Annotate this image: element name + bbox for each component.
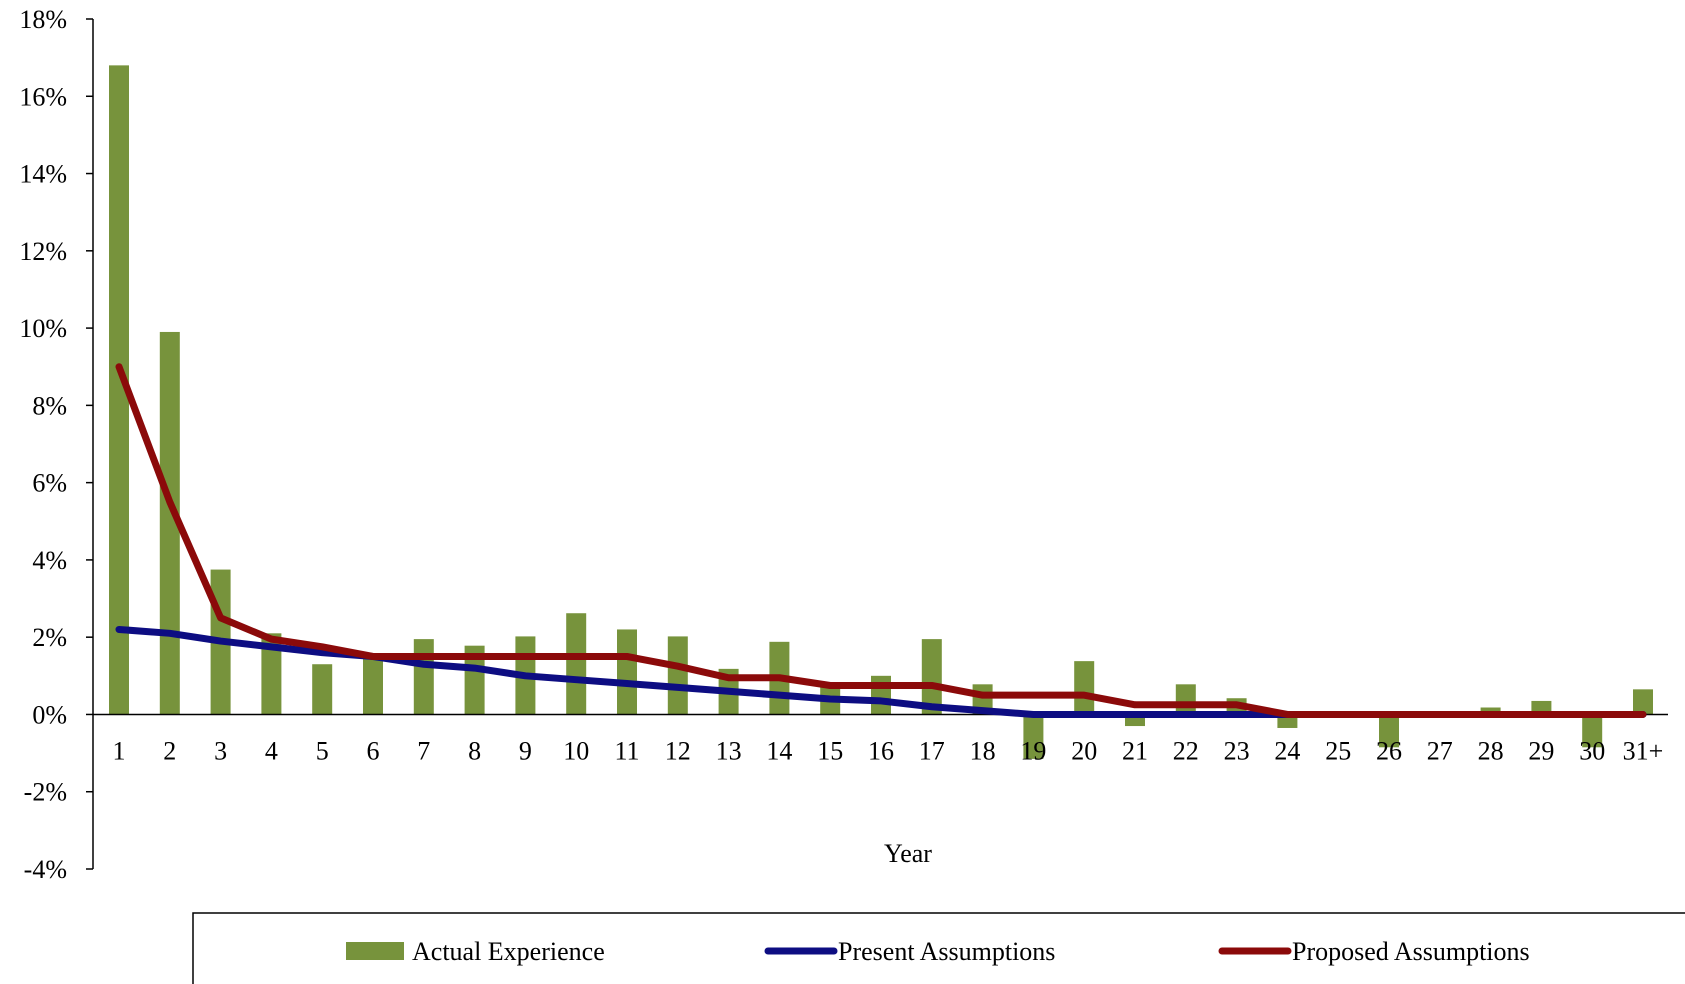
y-tick-label: 12% [19,237,67,266]
bar-actual-5 [312,664,333,715]
bar-actual-7 [413,639,434,715]
x-tick-label: 3 [214,736,227,765]
x-tick-label: 22 [1173,736,1199,765]
x-tick-label: 30 [1579,736,1605,765]
x-tick-label: 23 [1224,736,1250,765]
line-proposed-assumptions [115,363,1647,718]
bar-actual-16 [871,675,891,715]
legend-label: Present Assumptions [838,937,1055,966]
x-tick-label: 24 [1274,736,1300,765]
x-tick-label: 5 [316,736,329,765]
x-tick-label: 8 [468,736,481,765]
bar-actual-1 [109,65,129,715]
x-tick-label: 15 [817,736,843,765]
x-tick-label: 31+ [1623,736,1664,765]
y-tick-label: 14% [19,160,67,189]
y-tick-label: 16% [19,82,67,111]
x-tick-labels-group: 1 2 3 4 5 6 7 8 9 10 11 12 13 14 15 16 17 18 19 20 21 22 23 24 2… [113,736,1664,765]
x-tick-label: 28 [1478,736,1504,765]
x-tick-label: 21 [1122,736,1148,765]
y-tick-label: 2% [32,623,67,652]
y-tick-label: 0% [32,700,67,729]
bar-actual-22 [1175,684,1196,715]
x-tick-label: 4 [265,736,278,765]
x-tick-label: 2 [163,736,176,765]
x-tick-label: 11 [614,736,639,765]
bar-actual-11 [617,629,637,715]
bar-actual-8 [464,645,485,715]
legend-swatch-actual [346,942,404,960]
x-tick-label: 16 [868,736,894,765]
x-tick-label: 7 [417,736,430,765]
x-tick-label: 29 [1528,736,1554,765]
y-tick-label: -4% [24,855,67,884]
x-tick-label: 20 [1071,736,1097,765]
legend: Actual Experience Present Assumptions Prop… [192,912,1685,984]
bar-actual-21 [1125,714,1145,727]
x-tick-label: 13 [716,736,742,765]
x-tick-label: 27 [1427,736,1453,765]
bar-actual-31+ [1633,689,1653,715]
legend-label: Actual Experience [412,937,605,966]
bar-actual-12 [667,636,688,715]
x-tick-label: 14 [766,736,792,765]
x-tick-label: 25 [1325,736,1351,765]
y-tick-label: 18% [19,5,67,34]
x-tick-label: 19 [1020,736,1046,765]
y-tick-label: 6% [32,469,67,498]
y-ticks-group: -4% -2% 0% 2% 4% 6% 8% 10% 12% 14% 16% 18% [19,5,93,884]
legend-label: Proposed Assumptions [1292,937,1530,966]
x-tick-label: 6 [367,736,380,765]
y-tick-label: 10% [19,314,67,343]
line-present-assumptions [115,625,1647,718]
x-tick-label: 1 [113,736,126,765]
x-tick-label: 9 [519,736,532,765]
bar-actual-19 [1023,714,1044,759]
bar-actual-10 [566,613,587,715]
bar-actual-26 [1379,714,1399,748]
x-tick-label: 12 [665,736,691,765]
bar-actual-6 [363,656,383,715]
bar-actual-20 [1074,661,1095,715]
bar-actual-2 [159,331,180,715]
legend-items: Actual Experience Present Assumptions Prop… [346,937,1530,966]
y-tick-label: -2% [24,778,67,807]
x-tick-label: 17 [919,736,945,765]
y-tick-label: 8% [32,391,67,420]
y-tick-label: 4% [32,546,67,575]
x-tick-label: 18 [970,736,996,765]
x-tick-label: 26 [1376,736,1402,765]
bar-actual-4 [261,633,282,715]
x-axis-label: Year [884,839,932,868]
x-tick-label: 10 [563,736,589,765]
bar-actual-30 [1582,714,1603,748]
bar-actual-17 [921,639,942,715]
legend-box [192,912,1685,984]
lines-group [115,363,1647,718]
